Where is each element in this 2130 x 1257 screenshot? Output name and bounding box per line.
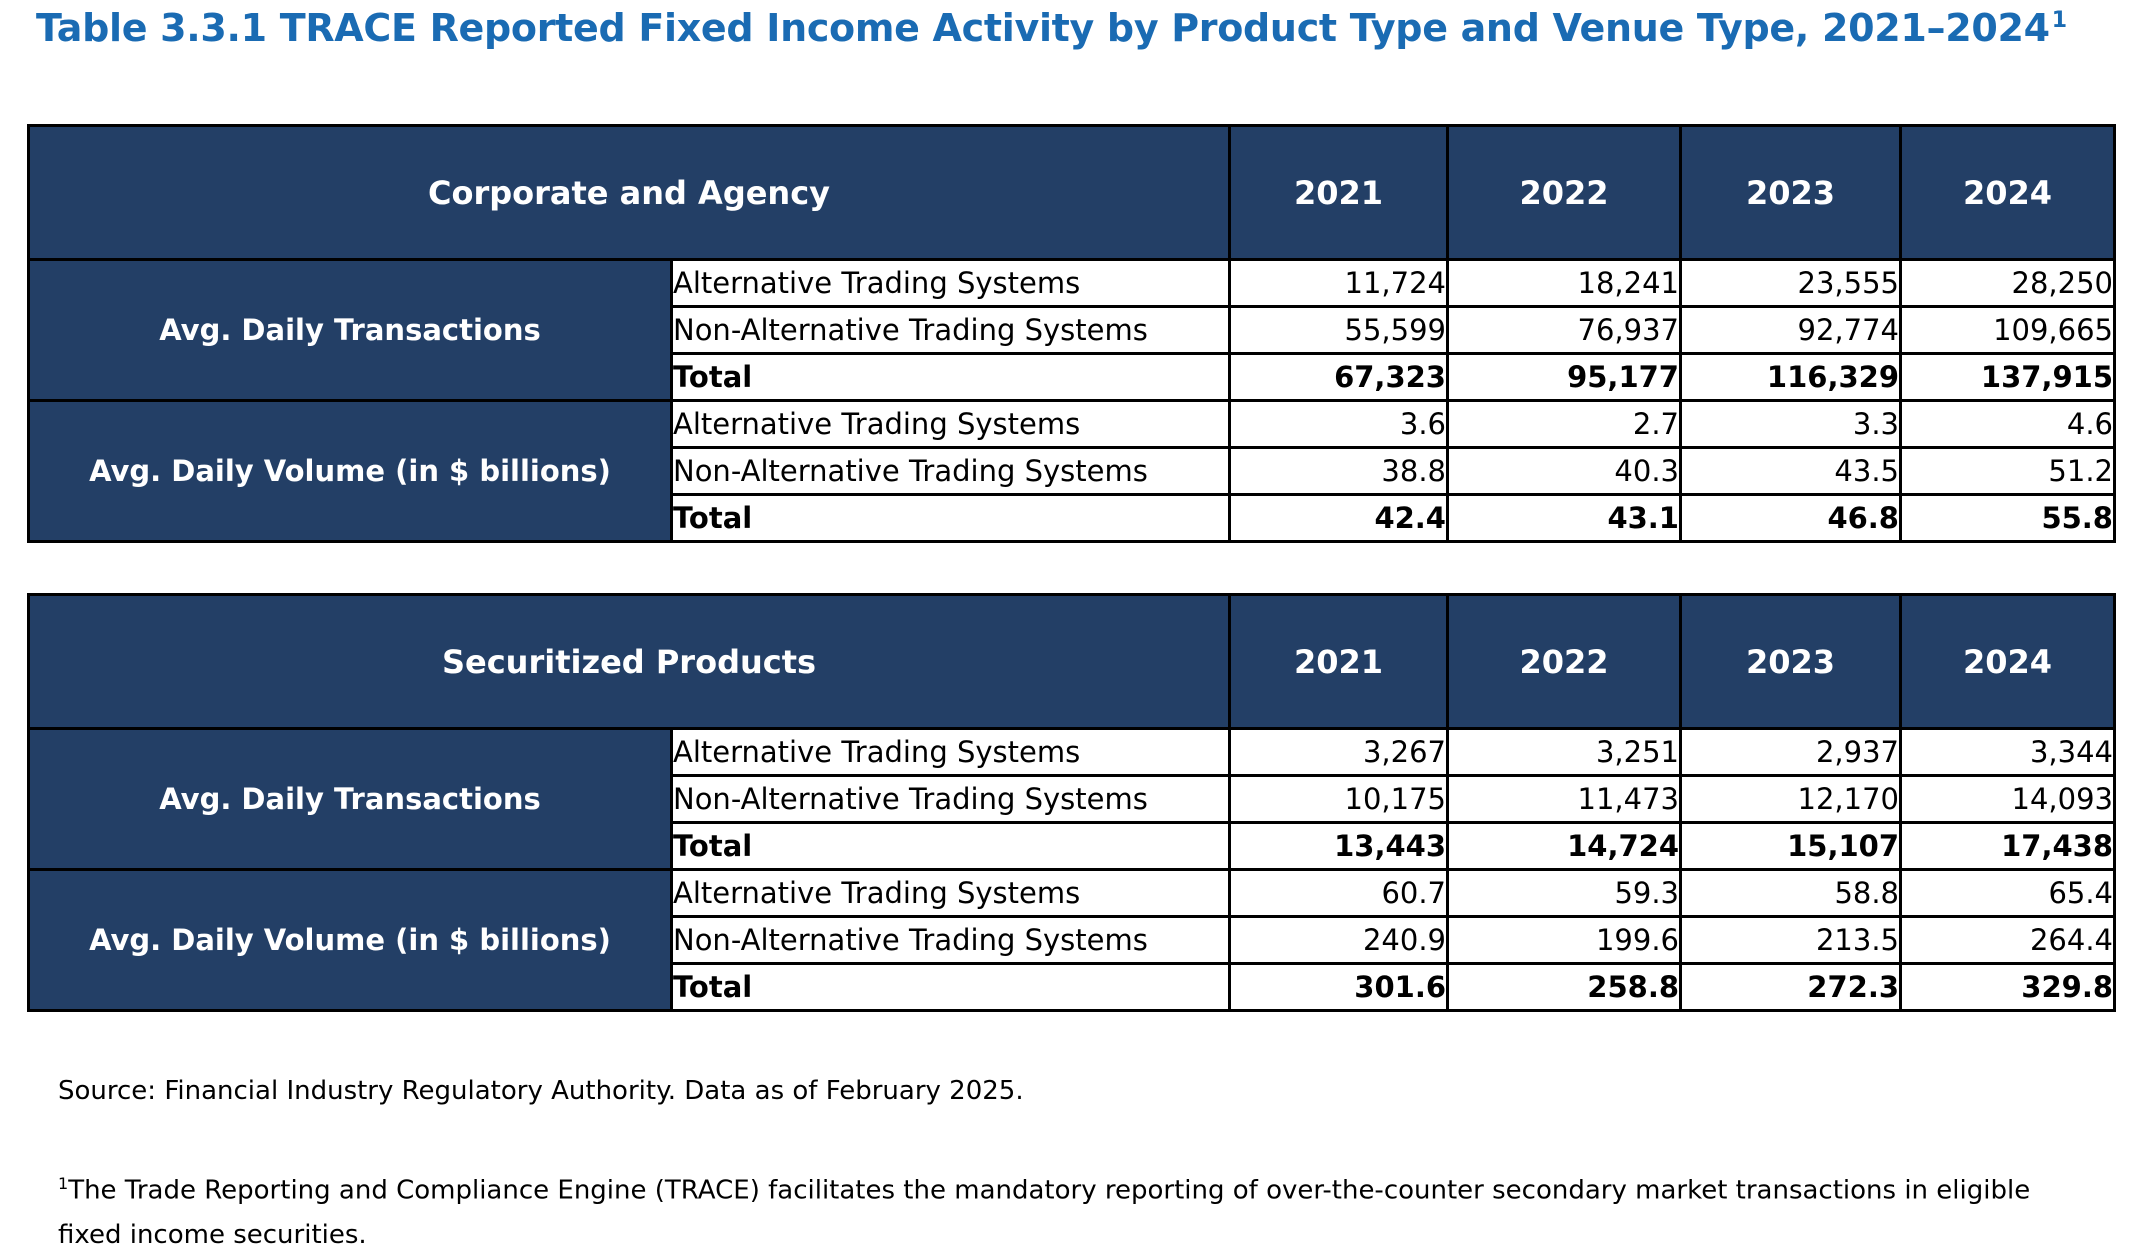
source-note: Source: Financial Industry Regulatory Au… [58,1076,1024,1106]
table-row: Non-Alternative Trading Systems 55,599 7… [29,305,2116,355]
table-heading: Corporate and Agency [27,124,1231,261]
row-label: Alternative Trading Systems [670,258,1231,308]
cell-value: 60.7 [1228,868,1450,918]
year-header: 2023 [1679,124,1902,261]
row-label: Alternative Trading Systems [669,727,1232,777]
cell-value: 55.8 [1899,493,2116,543]
cell-value: 3,251 [1446,727,1683,777]
table-row: Non-Alternative Trading Systems 38.8 40.… [29,446,2116,496]
cell-value: 28,250 [1899,258,2116,308]
footnote: 1The Trade Reporting and Compliance Engi… [58,1162,2098,1257]
cell-value: 15,107 [1679,821,1903,871]
table-row-total: Total 301.6 258.8 272.3 329.8 [29,962,2117,1012]
cell-value: 301.6 [1228,962,1450,1012]
table-row-total: Total 67,323 95,177 116,329 137,915 [29,352,2116,402]
table-row: Avg. Daily Volume (in $ billions) Altern… [27,399,2116,543]
row-label: Total [669,821,1232,871]
table-row: Avg. Daily Transactions Alternative Trad… [27,727,2117,871]
table-row-total: Total 13,443 14,724 15,107 17,438 [29,821,2117,871]
cell-value: 46.8 [1679,493,1902,543]
cell-value: 3,344 [1899,727,2117,777]
cell-value: 3,267 [1228,727,1450,777]
corporate-agency-table: Corporate and Agency 2021 2022 2023 2024… [27,124,2116,543]
row-label: Non-Alternative Trading Systems [669,774,1232,824]
row-label: Non-Alternative Trading Systems [670,446,1231,496]
year-header: 2021 [1228,124,1449,261]
cell-value: 14,724 [1446,821,1683,871]
cell-value: 116,329 [1679,352,1902,402]
year-header: 2024 [1899,593,2117,730]
year-header: 2022 [1446,124,1682,261]
footnote-marker: 1 [58,1174,69,1193]
cell-value: 240.9 [1228,915,1450,965]
row-label: Non-Alternative Trading Systems [669,915,1232,965]
page-title: Table 3.3.1 TRACE Reported Fixed Income … [36,6,2067,50]
year-header: 2024 [1899,124,2116,261]
cell-value: 43.1 [1446,493,1682,543]
row-label: Alternative Trading Systems [669,868,1232,918]
cell-value: 4.6 [1899,399,2116,449]
cell-value: 199.6 [1446,915,1683,965]
cell-value: 59.3 [1446,868,1683,918]
footnote-text: The Trade Reporting and Compliance Engin… [58,1175,2031,1250]
cell-value: 137,915 [1899,352,2116,402]
row-label: Total [669,962,1232,1012]
cell-value: 55,599 [1228,305,1449,355]
cell-value: 18,241 [1446,258,1682,308]
table-row: Non-Alternative Trading Systems 10,175 1… [29,774,2117,824]
cell-value: 272.3 [1679,962,1903,1012]
cell-value: 329.8 [1899,962,2117,1012]
group-label: Avg. Daily Volume (in $ billions) [27,399,673,543]
table-row: Avg. Daily Volume (in $ billions) Altern… [27,868,2117,1012]
year-header: 2021 [1228,593,1450,730]
cell-value: 51.2 [1899,446,2116,496]
cell-value: 213.5 [1679,915,1903,965]
cell-value: 109,665 [1899,305,2116,355]
group-label: Avg. Daily Transactions [27,727,673,871]
cell-value: 10,175 [1228,774,1450,824]
cell-value: 14,093 [1899,774,2117,824]
cell-value: 43.5 [1679,446,1902,496]
table-row: Avg. Daily Transactions Alternative Trad… [27,258,2116,402]
cell-value: 258.8 [1446,962,1683,1012]
cell-value: 67,323 [1228,352,1449,402]
group-label: Avg. Daily Volume (in $ billions) [27,868,673,1012]
cell-value: 13,443 [1228,821,1450,871]
cell-value: 3.3 [1679,399,1902,449]
cell-value: 11,724 [1228,258,1449,308]
cell-value: 2,937 [1679,727,1903,777]
year-header: 2023 [1679,593,1903,730]
cell-value: 17,438 [1899,821,2117,871]
cell-value: 2.7 [1446,399,1682,449]
row-label: Non-Alternative Trading Systems [670,305,1231,355]
table-row: Non-Alternative Trading Systems 240.9 19… [29,915,2117,965]
cell-value: 42.4 [1228,493,1449,543]
cell-value: 3.6 [1228,399,1449,449]
cell-value: 11,473 [1446,774,1683,824]
securitized-products-table: Securitized Products 2021 2022 2023 2024… [26,593,2117,1012]
cell-value: 65.4 [1899,868,2117,918]
cell-value: 12,170 [1679,774,1903,824]
group-label: Avg. Daily Transactions [27,258,673,402]
cell-value: 264.4 [1899,915,2117,965]
cell-value: 40.3 [1446,446,1682,496]
year-header: 2022 [1446,593,1683,730]
cell-value: 95,177 [1446,352,1682,402]
row-label: Total [670,352,1231,402]
row-label: Alternative Trading Systems [670,399,1231,449]
title-footnote-marker: 1 [2051,8,2067,34]
table-row-total: Total 42.4 43.1 46.8 55.8 [29,493,2116,543]
cell-value: 38.8 [1228,446,1449,496]
cell-value: 76,937 [1446,305,1682,355]
cell-value: 23,555 [1679,258,1902,308]
row-label: Total [670,493,1231,543]
cell-value: 58.8 [1679,868,1903,918]
table-heading: Securitized Products [26,593,1232,730]
cell-value: 92,774 [1679,305,1902,355]
